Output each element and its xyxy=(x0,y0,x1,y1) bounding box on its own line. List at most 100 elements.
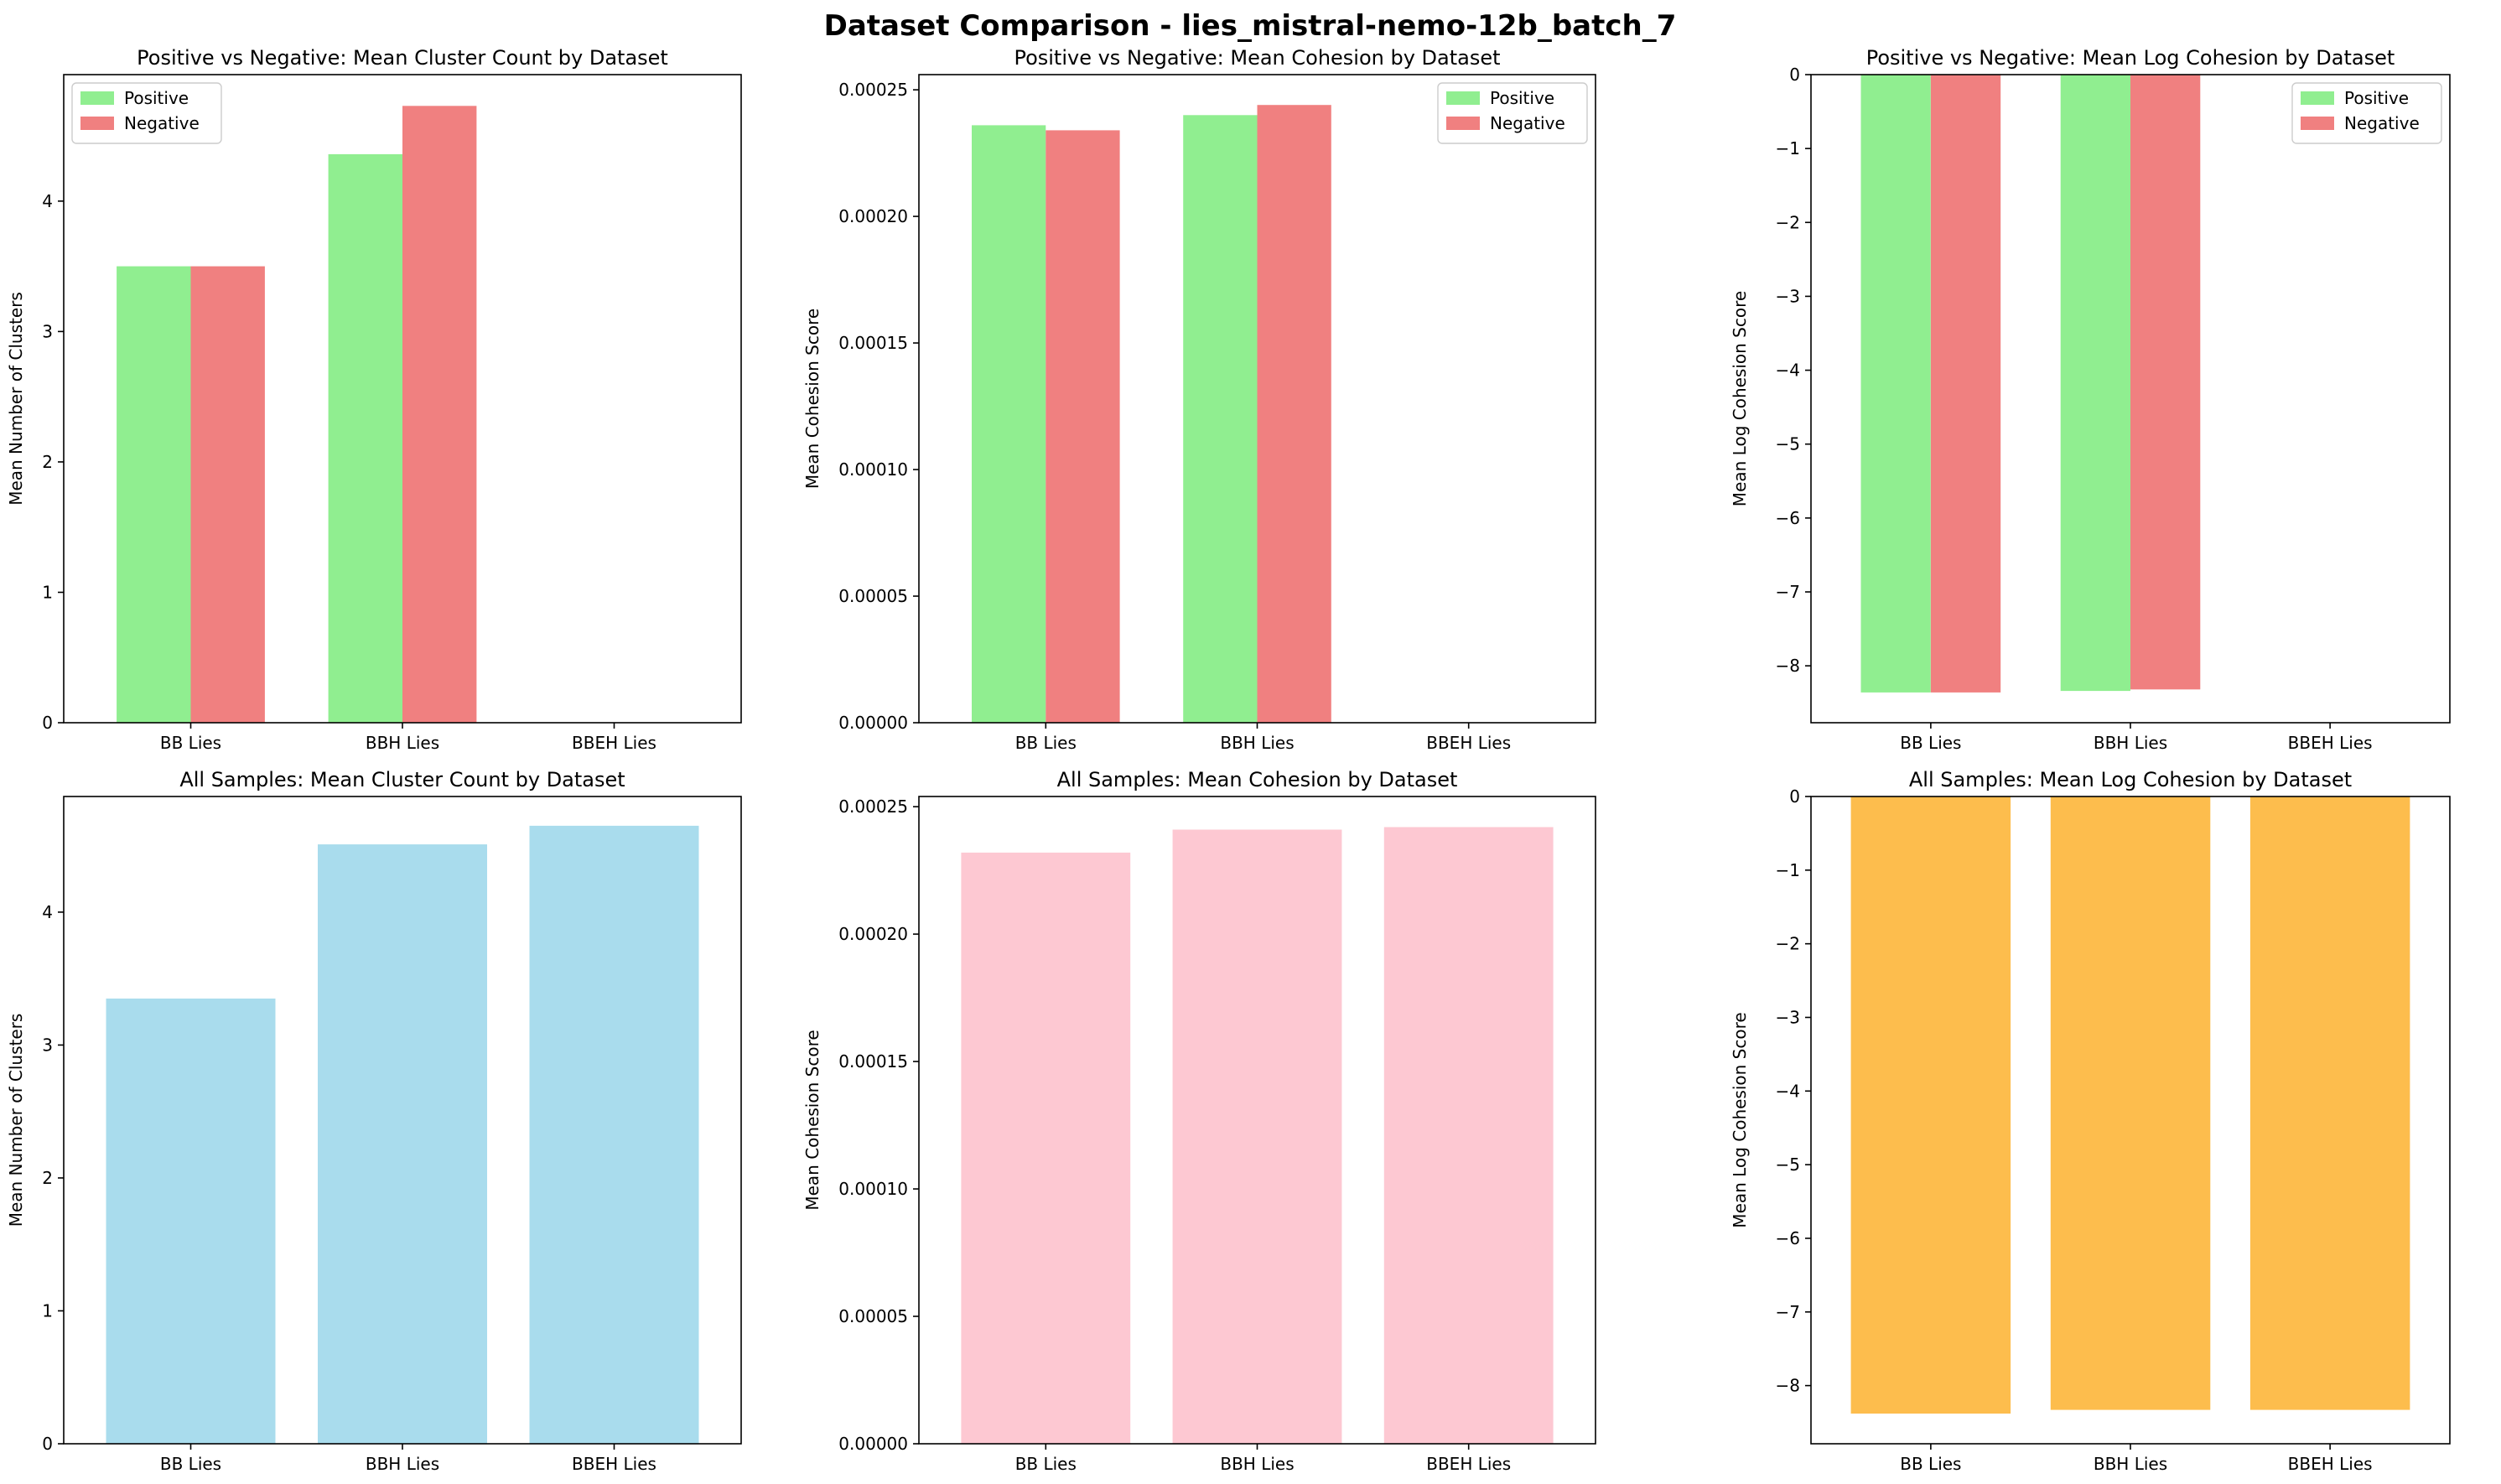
x-tick-label: BBH Lies xyxy=(2094,733,2167,753)
bar-value-bbh-lies xyxy=(1172,829,1342,1444)
legend-swatch-positive xyxy=(2301,91,2334,105)
bar-positive-bb-lies xyxy=(1860,75,1931,693)
legend-swatch-negative xyxy=(2301,117,2334,130)
x-tick-label: BB Lies xyxy=(160,733,221,753)
y-tick-label: −5 xyxy=(1776,1155,1800,1175)
y-tick-label: 4 xyxy=(42,191,53,211)
figure-title: Dataset Comparison - lies_mistral-nemo-1… xyxy=(824,9,1677,43)
legend: Positive Negative xyxy=(2291,82,2442,144)
y-tick-label: 0.00010 xyxy=(838,459,908,480)
y-tick-label: −6 xyxy=(1776,1228,1800,1248)
bar-negative-bbh-lies xyxy=(402,106,477,724)
y-axis-label: Mean Number of Clusters xyxy=(6,1014,26,1227)
chart-panel-1: 0 1 2 3 4 BB Lies BBH Lies BBEH Lies Positive vs… xyxy=(6,46,742,753)
y-tick-label: 0.00005 xyxy=(838,586,908,606)
y-tick-label: 2 xyxy=(42,452,53,472)
y-tick-label: 0.00025 xyxy=(838,80,908,100)
y-tick-label: −3 xyxy=(1776,1007,1800,1027)
bar-negative-bbh-lies xyxy=(1257,105,1331,723)
y-tick-label: 1 xyxy=(42,582,53,602)
bar-positive-bbh-lies xyxy=(328,153,402,723)
chart-panel-2: 0.00000 0.00005 0.00010 0.00015 0.00020 0.000… xyxy=(802,46,1596,753)
y-tick-label: −7 xyxy=(1776,582,1800,602)
bar-value-bbeh-lies xyxy=(529,825,699,1444)
y-tick-label: −5 xyxy=(1776,434,1800,454)
x-tick-label: BB Lies xyxy=(1900,1454,1961,1474)
bar-positive-bb-lies xyxy=(972,125,1046,723)
bar-negative-bb-lies xyxy=(1046,130,1120,723)
x-tick-label: BBEH Lies xyxy=(2288,1454,2373,1474)
bar-positive-bbh-lies xyxy=(1183,115,1258,724)
y-tick-label: 0 xyxy=(42,713,53,733)
bar-negative-bb-lies xyxy=(190,266,265,724)
bar-positive-bbh-lies xyxy=(2060,75,2130,692)
x-tick-label: BB Lies xyxy=(1015,733,1077,753)
x-tick-label: BBH Lies xyxy=(366,733,439,753)
y-tick-label: 0.00025 xyxy=(838,796,908,817)
y-tick-label: −8 xyxy=(1776,1376,1800,1396)
y-tick-label: 0.00000 xyxy=(838,1434,908,1454)
x-tick-label: BB Lies xyxy=(1015,1454,1077,1474)
x-tick-label: BBEH Lies xyxy=(2288,733,2373,753)
chart-panel-5: 0.00000 0.00005 0.00010 0.00015 0.00020 0.000… xyxy=(802,768,1596,1474)
legend-label-negative: Negative xyxy=(2344,113,2420,133)
y-tick-label: −6 xyxy=(1776,508,1800,528)
bar-negative-bb-lies xyxy=(1930,75,2001,693)
legend-label-positive: Positive xyxy=(124,88,189,108)
legend-swatch-positive xyxy=(1446,91,1480,105)
x-tick-label: BBH Lies xyxy=(1220,1454,1294,1474)
y-tick-label: 3 xyxy=(42,1035,53,1055)
chart-title: Positive vs Negative: Mean Cluster Count… xyxy=(137,46,668,70)
chart-panel-6: 0 −1 −2 −3 −4 −5 −6 −7 −8 BB Lies BBH Lies BBEH Lie… xyxy=(1730,768,2451,1474)
y-tick-label: 0.00020 xyxy=(838,924,908,944)
legend-label-positive: Positive xyxy=(2344,88,2409,108)
bar-positive-bb-lies xyxy=(117,266,191,724)
y-tick-label: 0 xyxy=(1789,786,1800,807)
x-tick-label: BBEH Lies xyxy=(572,1454,656,1474)
y-tick-label: 0 xyxy=(42,1434,53,1454)
y-tick-label: 2 xyxy=(42,1168,53,1188)
x-tick-label: BBH Lies xyxy=(1220,733,1294,753)
legend-label-negative: Negative xyxy=(124,113,200,133)
legend: Positive Negative xyxy=(1437,82,1588,144)
y-tick-label: 0.00005 xyxy=(838,1306,908,1326)
y-tick-label: −4 xyxy=(1776,361,1800,381)
bar-value-bbh-lies xyxy=(2050,796,2211,1410)
y-tick-label: 0.00000 xyxy=(838,713,908,733)
y-axis-label: Mean Cohesion Score xyxy=(802,309,822,489)
legend-swatch-negative xyxy=(1446,117,1480,130)
x-tick-label: BBH Lies xyxy=(2094,1454,2167,1474)
y-tick-label: −7 xyxy=(1776,1302,1800,1322)
y-tick-label: 3 xyxy=(42,321,53,341)
y-tick-label: −2 xyxy=(1776,934,1800,954)
chart-panel-3: 0 −1 −2 −3 −4 −5 −6 −7 −8 BB Lies BBH Lies BBEH Lie… xyxy=(1730,46,2451,753)
x-tick-label: BBEH Lies xyxy=(1426,1454,1511,1474)
y-tick-label: 4 xyxy=(42,902,53,922)
x-tick-label: BBEH Lies xyxy=(1426,733,1511,753)
chart-title: All Samples: Mean Cohesion by Dataset xyxy=(1057,768,1458,791)
bar-value-bbh-lies xyxy=(318,844,487,1444)
chart-title: All Samples: Mean Cluster Count by Datas… xyxy=(179,768,625,791)
y-axis-label: Mean Log Cohesion Score xyxy=(1730,1012,1750,1227)
y-tick-label: −2 xyxy=(1776,212,1800,232)
chart-title: Positive vs Negative: Mean Cohesion by D… xyxy=(1014,46,1500,70)
bar-value-bb-lies xyxy=(1850,796,2011,1414)
legend-label-positive: Positive xyxy=(1490,88,1554,108)
chart-title: Positive vs Negative: Mean Log Cohesion … xyxy=(1866,46,2395,70)
bar-negative-bbh-lies xyxy=(2130,75,2201,690)
x-tick-label: BB Lies xyxy=(1900,733,1961,753)
y-tick-label: 0.00015 xyxy=(838,333,908,353)
y-tick-label: −4 xyxy=(1776,1081,1800,1101)
legend: Positive Negative xyxy=(71,82,222,144)
legend-swatch-positive xyxy=(80,91,114,105)
y-tick-label: 0.00010 xyxy=(838,1179,908,1199)
y-tick-label: 0.00015 xyxy=(838,1051,908,1071)
x-tick-label: BBH Lies xyxy=(366,1454,439,1474)
chart-panel-4: 0 1 2 3 4 BB Lies BBH Lies BBEH Lies All Samples… xyxy=(6,768,742,1474)
y-tick-label: 0 xyxy=(1789,65,1800,85)
chart-title: All Samples: Mean Log Cohesion by Datase… xyxy=(1909,768,2352,791)
legend-label-negative: Negative xyxy=(1490,113,1565,133)
y-tick-label: −1 xyxy=(1776,860,1800,880)
y-tick-label: −3 xyxy=(1776,286,1800,306)
